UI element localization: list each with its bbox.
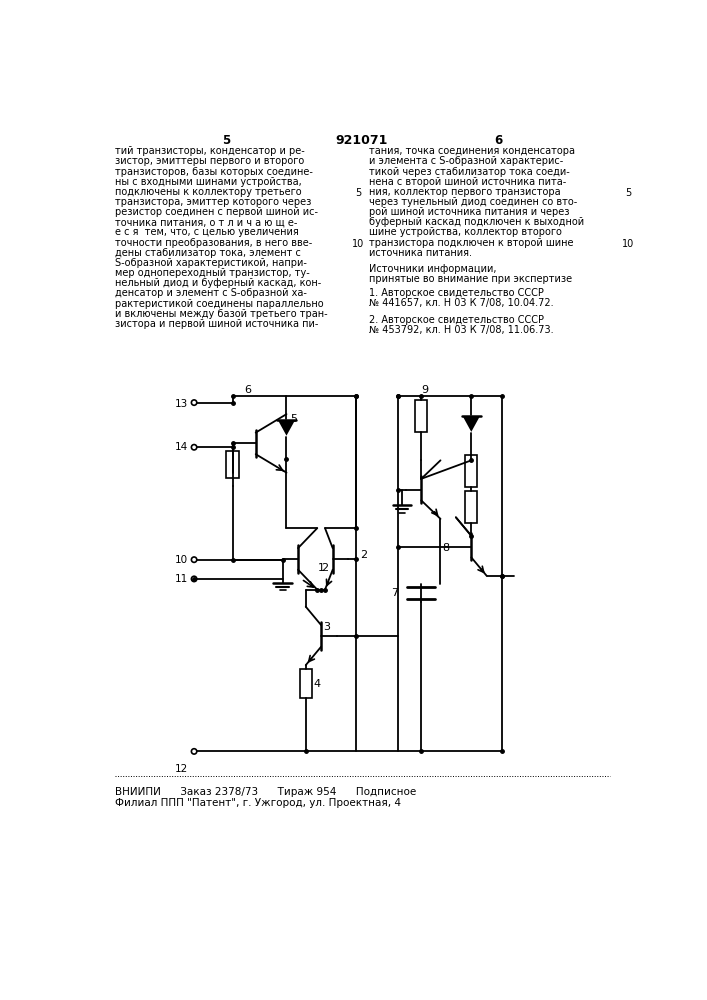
Bar	[465, 491, 477, 523]
Text: 10: 10	[175, 555, 188, 565]
Text: Источники информации,: Источники информации,	[369, 264, 496, 274]
Circle shape	[192, 557, 197, 562]
Text: транзисторов, базы которых соедине-: транзисторов, базы которых соедине-	[115, 167, 312, 177]
Text: 8: 8	[443, 543, 450, 553]
Text: 2: 2	[360, 550, 367, 560]
Circle shape	[192, 749, 197, 754]
Text: 7: 7	[391, 588, 398, 598]
Text: 10: 10	[352, 239, 364, 249]
Text: рактеристикой соединены параллельно: рактеристикой соединены параллельно	[115, 299, 323, 309]
Text: ния, коллектор первого транзистора: ния, коллектор первого транзистора	[369, 187, 561, 197]
Circle shape	[192, 400, 197, 405]
Text: 921071: 921071	[336, 134, 388, 147]
Text: зистора и первой шиной источника пи-: зистора и первой шиной источника пи-	[115, 319, 318, 329]
Text: 1. Авторское свидетельство СССР: 1. Авторское свидетельство СССР	[369, 288, 544, 298]
Text: 4: 4	[313, 679, 320, 689]
Text: точника питания, о т л и ч а ю щ е-: точника питания, о т л и ч а ю щ е-	[115, 217, 297, 227]
Text: Филиал ППП "Патент", г. Ужгород, ул. Проектная, 4: Филиал ППП "Патент", г. Ужгород, ул. Про…	[115, 798, 401, 808]
Text: тий транзисторы, конденсатор и ре-: тий транзисторы, конденсатор и ре-	[115, 146, 305, 156]
Text: 10: 10	[622, 239, 634, 249]
Text: 13: 13	[175, 399, 188, 409]
Bar	[226, 451, 239, 478]
Polygon shape	[463, 416, 480, 432]
Text: 2. Авторское свидетельство СССР: 2. Авторское свидетельство СССР	[369, 315, 544, 325]
Text: нена с второй шиной источника пита-: нена с второй шиной источника пита-	[369, 177, 566, 187]
Text: 2: 2	[322, 563, 329, 573]
Text: 5: 5	[625, 188, 631, 198]
Text: 6: 6	[244, 385, 251, 395]
Circle shape	[192, 576, 197, 582]
Text: мер однопереходный транзистор, ту-: мер однопереходный транзистор, ту-	[115, 268, 310, 278]
Text: шине устройства, коллектор второго: шине устройства, коллектор второго	[369, 227, 562, 237]
Polygon shape	[278, 420, 295, 436]
Text: 5: 5	[291, 414, 298, 424]
Text: 3: 3	[324, 622, 330, 632]
Text: резистор соединен с первой шиной ис-: резистор соединен с первой шиной ис-	[115, 207, 317, 217]
Text: и элемента с S-образной характерис-: и элемента с S-образной характерис-	[369, 156, 563, 166]
Text: дены стабилизатор тока, элемент с: дены стабилизатор тока, элемент с	[115, 248, 300, 258]
Text: подключены к коллектору третьего: подключены к коллектору третьего	[115, 187, 301, 197]
Text: 12: 12	[175, 764, 188, 774]
Text: ны с входными шинами устройства,: ны с входными шинами устройства,	[115, 177, 301, 187]
Text: транзистора подключен к второй шине: транзистора подключен к второй шине	[369, 238, 573, 248]
Text: 1: 1	[317, 563, 325, 573]
Text: тикой через стабилизатор тока соеди-: тикой через стабилизатор тока соеди-	[369, 167, 570, 177]
Text: 11: 11	[175, 574, 188, 584]
Text: и включены между базой третьего тран-: и включены между базой третьего тран-	[115, 309, 327, 319]
Text: источника питания.: источника питания.	[369, 248, 472, 258]
Text: зистор, эмиттеры первого и второго: зистор, эмиттеры первого и второго	[115, 156, 304, 166]
Text: транзистора, эмиттер которого через: транзистора, эмиттер которого через	[115, 197, 311, 207]
Text: денсатор и элемент с S-образной ха-: денсатор и элемент с S-образной ха-	[115, 288, 307, 298]
Text: 5: 5	[355, 188, 361, 198]
Circle shape	[192, 445, 197, 450]
Text: тания, точка соединения конденсатора: тания, точка соединения конденсатора	[369, 146, 575, 156]
Text: ВНИИПИ      Заказ 2378/73      Тираж 954      Подписное: ВНИИПИ Заказ 2378/73 Тираж 954 Подписное	[115, 787, 416, 797]
Text: 5: 5	[222, 134, 230, 147]
Text: через тунельный диод соединен со вто-: через тунельный диод соединен со вто-	[369, 197, 577, 207]
Text: нельный диод и буферный каскад, кон-: нельный диод и буферный каскад, кон-	[115, 278, 321, 288]
Text: № 453792, кл. Н 03 К 7/08, 11.06.73.: № 453792, кл. Н 03 К 7/08, 11.06.73.	[369, 325, 554, 335]
Bar	[415, 400, 428, 432]
Text: 9: 9	[421, 385, 428, 395]
Bar	[300, 669, 312, 698]
Text: 6: 6	[494, 134, 503, 147]
Text: буферный каскад подключен к выходной: буферный каскад подключен к выходной	[369, 217, 584, 227]
Bar	[465, 455, 477, 487]
Text: 14: 14	[175, 442, 188, 452]
Text: № 441657, кл. Н 03 К 7/08, 10.04.72.: № 441657, кл. Н 03 К 7/08, 10.04.72.	[369, 298, 554, 308]
Text: точности преобразования, в него вве-: точности преобразования, в него вве-	[115, 238, 312, 248]
Text: S-образной характеристикой, напри-: S-образной характеристикой, напри-	[115, 258, 307, 268]
Text: рой шиной источника питания и через: рой шиной источника питания и через	[369, 207, 569, 217]
Text: е с я  тем, что, с целью увеличения: е с я тем, что, с целью увеличения	[115, 227, 298, 237]
Text: принятые во внимание при экспертизе: принятые во внимание при экспертизе	[369, 274, 572, 284]
